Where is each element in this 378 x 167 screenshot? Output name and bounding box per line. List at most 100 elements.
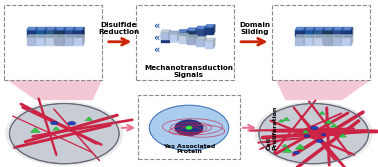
Bar <box>342 30 351 37</box>
Polygon shape <box>323 35 324 45</box>
Polygon shape <box>196 28 197 37</box>
Ellipse shape <box>255 101 373 166</box>
Polygon shape <box>54 35 56 45</box>
Polygon shape <box>55 35 65 38</box>
Polygon shape <box>187 33 188 43</box>
Ellipse shape <box>5 101 123 166</box>
Polygon shape <box>304 35 305 45</box>
Polygon shape <box>178 31 179 41</box>
Ellipse shape <box>321 134 326 136</box>
Polygon shape <box>351 35 353 45</box>
Polygon shape <box>161 30 170 33</box>
Polygon shape <box>330 124 338 127</box>
Text: Disulfide
Reduction: Disulfide Reduction <box>98 22 140 35</box>
FancyBboxPatch shape <box>136 5 234 80</box>
Bar <box>333 30 342 37</box>
Polygon shape <box>36 28 46 30</box>
Text: Domain
Sliding: Domain Sliding <box>240 22 271 35</box>
Polygon shape <box>31 128 40 132</box>
Bar <box>74 38 83 45</box>
Polygon shape <box>305 35 315 38</box>
Polygon shape <box>27 35 37 38</box>
Polygon shape <box>83 35 84 45</box>
Polygon shape <box>295 144 305 149</box>
Polygon shape <box>178 33 188 36</box>
Polygon shape <box>314 35 324 38</box>
Bar <box>74 30 83 37</box>
Bar <box>161 33 169 39</box>
Polygon shape <box>342 35 353 38</box>
Bar <box>36 38 45 45</box>
Polygon shape <box>295 28 305 30</box>
Polygon shape <box>283 117 290 121</box>
Polygon shape <box>214 38 215 48</box>
Polygon shape <box>197 37 206 39</box>
Ellipse shape <box>316 139 323 142</box>
Polygon shape <box>45 35 46 45</box>
Bar <box>205 27 214 34</box>
Polygon shape <box>73 28 75 37</box>
Polygon shape <box>325 120 333 124</box>
Polygon shape <box>278 119 284 122</box>
Bar <box>324 38 332 45</box>
Polygon shape <box>204 37 206 46</box>
Bar <box>314 30 323 37</box>
Bar <box>36 30 45 37</box>
Bar <box>27 30 36 37</box>
Polygon shape <box>313 35 315 45</box>
Polygon shape <box>74 28 84 30</box>
Polygon shape <box>178 30 188 32</box>
Polygon shape <box>161 33 170 36</box>
Polygon shape <box>85 117 93 121</box>
Polygon shape <box>333 28 343 30</box>
Bar <box>178 32 187 39</box>
Polygon shape <box>205 38 215 41</box>
Polygon shape <box>319 111 325 114</box>
Polygon shape <box>204 26 206 36</box>
Bar <box>333 38 342 45</box>
Bar <box>314 38 323 45</box>
Polygon shape <box>53 127 60 130</box>
Polygon shape <box>187 28 197 31</box>
Polygon shape <box>295 35 305 38</box>
FancyBboxPatch shape <box>138 95 240 159</box>
Polygon shape <box>74 35 84 38</box>
Polygon shape <box>323 28 324 37</box>
Polygon shape <box>205 25 215 27</box>
Text: Cell
Proliferation: Cell Proliferation <box>266 106 277 150</box>
Polygon shape <box>196 35 197 44</box>
Polygon shape <box>36 28 37 37</box>
Bar <box>295 30 304 37</box>
Polygon shape <box>46 35 56 38</box>
Polygon shape <box>55 28 65 30</box>
Polygon shape <box>36 35 46 38</box>
Text: «: « <box>154 21 160 31</box>
Ellipse shape <box>186 126 192 130</box>
Polygon shape <box>342 28 353 30</box>
Bar <box>342 38 351 45</box>
Text: Yes Associated
Protein: Yes Associated Protein <box>163 144 215 154</box>
FancyBboxPatch shape <box>272 5 370 80</box>
Polygon shape <box>282 144 288 147</box>
Ellipse shape <box>311 126 318 130</box>
Polygon shape <box>276 80 370 100</box>
Ellipse shape <box>293 151 299 154</box>
Polygon shape <box>339 133 347 137</box>
Polygon shape <box>45 28 46 37</box>
Bar <box>178 36 187 43</box>
Polygon shape <box>305 28 315 30</box>
Bar <box>170 34 178 41</box>
Polygon shape <box>333 35 343 38</box>
Polygon shape <box>342 35 343 45</box>
Ellipse shape <box>51 121 58 125</box>
Bar <box>187 31 196 37</box>
Polygon shape <box>169 30 170 39</box>
Polygon shape <box>170 31 179 34</box>
Polygon shape <box>64 28 65 37</box>
Ellipse shape <box>259 104 369 164</box>
Polygon shape <box>313 28 315 37</box>
Polygon shape <box>178 32 179 41</box>
Polygon shape <box>64 35 65 45</box>
Bar <box>187 38 196 44</box>
Text: «: « <box>154 33 160 43</box>
